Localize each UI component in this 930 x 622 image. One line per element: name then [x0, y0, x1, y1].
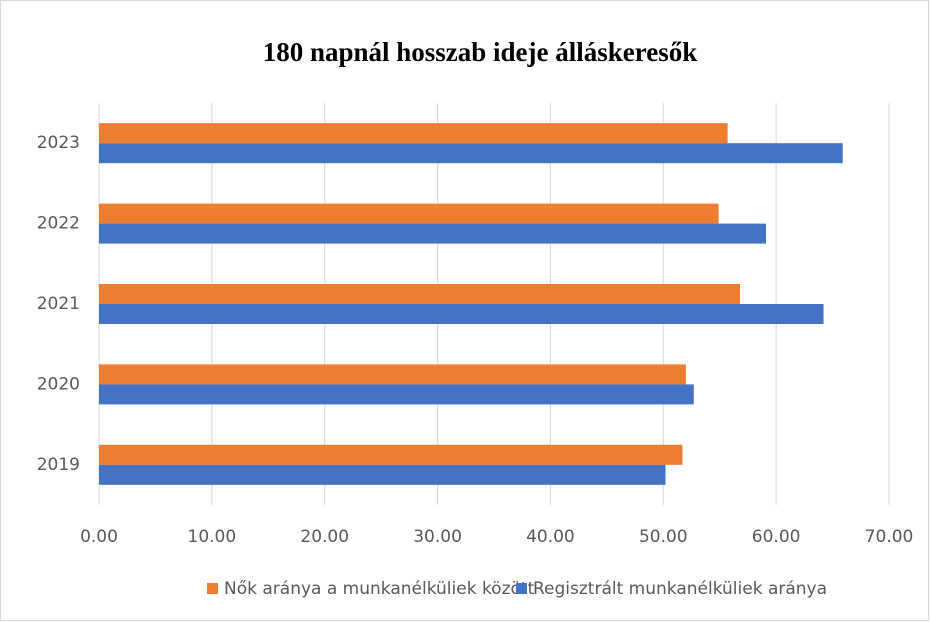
- bar: [99, 364, 686, 385]
- bar: [99, 304, 824, 324]
- bar: [99, 384, 694, 405]
- x-tick-label: 10.00: [188, 527, 237, 547]
- x-tick-label: 30.00: [413, 527, 462, 547]
- legend-swatch: [207, 583, 218, 594]
- x-tick-label: 0.00: [80, 527, 118, 547]
- y-tick-label: 2022: [37, 214, 80, 234]
- y-tick-label: 2020: [37, 374, 80, 394]
- x-tick-label: 70.00: [865, 527, 914, 547]
- bar: [99, 143, 843, 164]
- bar: [99, 284, 741, 304]
- bar: [99, 123, 728, 144]
- chart-title: 180 napnál hosszab ideje álláskeresők: [263, 37, 698, 67]
- bar: [99, 464, 666, 485]
- x-tick-label: 40.00: [526, 527, 575, 547]
- x-tick-label: 50.00: [639, 527, 688, 547]
- legend-swatch: [516, 583, 527, 594]
- bar: [99, 203, 719, 224]
- y-tick-label: 2019: [37, 455, 80, 475]
- legend-label: Regisztrált munkanélküliek aránya: [533, 579, 827, 599]
- x-tick-label: 20.00: [300, 527, 349, 547]
- bar: [99, 223, 766, 244]
- bar: [99, 444, 683, 465]
- y-tick-label: 2021: [37, 294, 80, 314]
- y-tick-label: 2023: [37, 133, 80, 153]
- legend-label: Nők aránya a munkanélküliek között: [224, 579, 535, 599]
- x-tick-label: 60.00: [752, 527, 801, 547]
